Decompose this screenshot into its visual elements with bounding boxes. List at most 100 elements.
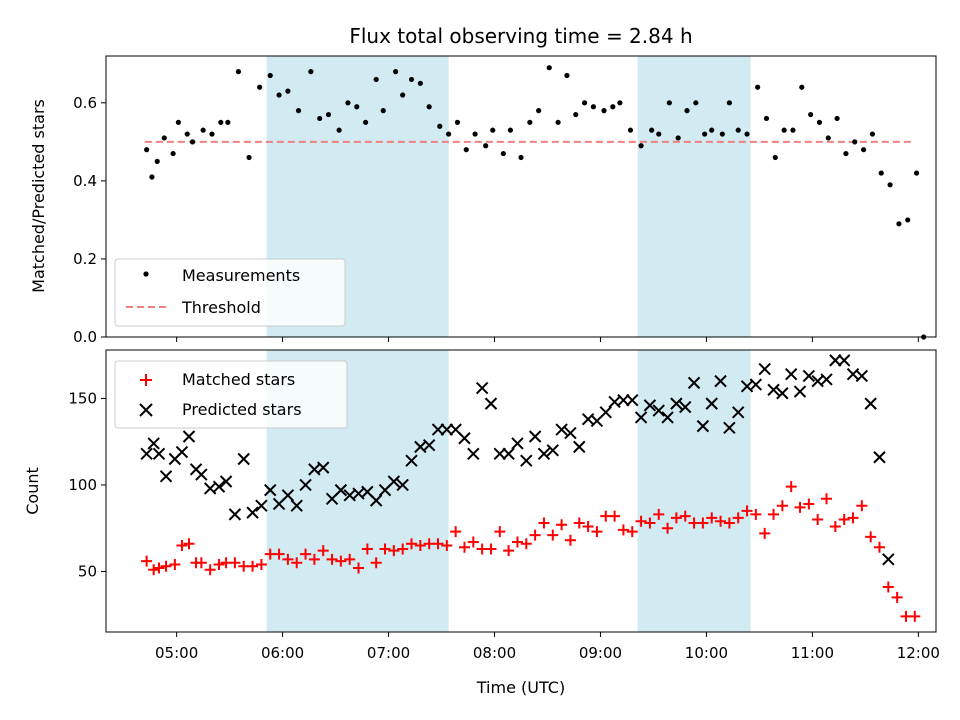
measurement-point bbox=[799, 84, 805, 90]
matched-point bbox=[520, 538, 532, 550]
matched-point bbox=[812, 514, 824, 526]
measurement-point bbox=[834, 115, 840, 122]
measurement-point bbox=[518, 154, 524, 161]
matched-point bbox=[204, 564, 216, 576]
matched-point bbox=[785, 481, 797, 493]
matched-point bbox=[432, 538, 444, 550]
matched-point bbox=[653, 508, 665, 520]
y-tick-label: 0.6 bbox=[73, 94, 97, 112]
predicted-point bbox=[714, 374, 727, 388]
predicted-point bbox=[696, 419, 710, 433]
matched-point bbox=[909, 610, 921, 622]
matched-point bbox=[406, 538, 418, 550]
matched-point bbox=[317, 545, 329, 557]
predicted-point bbox=[405, 454, 418, 467]
measurement-point bbox=[472, 131, 478, 137]
matched-point bbox=[176, 539, 188, 551]
measurement-point bbox=[843, 150, 849, 157]
measurement-point bbox=[285, 88, 291, 94]
predicted-point bbox=[182, 430, 196, 443]
predicted-point bbox=[749, 378, 763, 391]
matched-point bbox=[441, 539, 453, 551]
matched-point bbox=[882, 581, 894, 593]
measurement-point bbox=[373, 76, 379, 83]
measurement-point bbox=[781, 127, 787, 133]
matched-point bbox=[768, 508, 780, 520]
predicted-point bbox=[661, 411, 674, 424]
measurement-point bbox=[546, 65, 552, 71]
predicted-point bbox=[670, 397, 683, 410]
matched-point bbox=[644, 517, 656, 529]
measurement-point bbox=[354, 104, 360, 110]
measurement-point bbox=[209, 131, 215, 137]
x-tick-label: 11:00 bbox=[791, 644, 834, 662]
matched-point bbox=[141, 555, 153, 567]
top-x-ticks bbox=[176, 337, 919, 342]
predicted-point bbox=[555, 423, 568, 436]
measurement-point bbox=[408, 76, 415, 83]
measurement-point bbox=[860, 147, 867, 153]
predicted-point bbox=[195, 468, 208, 481]
measurement-point bbox=[816, 119, 823, 125]
matched-point bbox=[273, 548, 285, 560]
matched-point bbox=[759, 527, 771, 539]
predicted-point bbox=[837, 354, 851, 367]
matched-point bbox=[715, 515, 727, 527]
predicted-point bbox=[820, 373, 833, 386]
predicted-point bbox=[264, 483, 277, 497]
measurement-point bbox=[380, 108, 386, 114]
measurement-point bbox=[693, 100, 699, 106]
measurement-point bbox=[345, 100, 351, 106]
bottom-y-ticks: 50 100 150 bbox=[68, 389, 106, 580]
matched-point bbox=[153, 562, 165, 574]
matched-point bbox=[838, 514, 850, 526]
predicted-point bbox=[776, 387, 789, 400]
measurement-point bbox=[308, 69, 314, 75]
predicted-point bbox=[873, 451, 886, 464]
measurement-point bbox=[393, 69, 399, 75]
legend-matched-label: Matched stars bbox=[182, 370, 295, 389]
measurement-point bbox=[869, 131, 876, 137]
highlight-span bbox=[637, 350, 751, 632]
matched-point bbox=[591, 526, 603, 538]
predicted-point bbox=[431, 423, 445, 436]
measurement-point bbox=[772, 154, 778, 161]
matched-point bbox=[821, 493, 833, 505]
predicted-point bbox=[140, 447, 153, 461]
measurement-point bbox=[555, 119, 561, 125]
predicted-point bbox=[802, 369, 816, 383]
matched-point bbox=[706, 512, 718, 524]
measurement-point bbox=[463, 147, 469, 153]
measurement-point bbox=[610, 104, 616, 110]
matched-point bbox=[450, 526, 462, 538]
matched-point bbox=[662, 522, 674, 534]
predicted-point bbox=[152, 447, 166, 461]
measurement-point bbox=[235, 69, 242, 75]
measurement-point bbox=[336, 127, 342, 133]
predicted-point bbox=[643, 399, 657, 412]
predicted-point bbox=[520, 454, 533, 467]
matched-point bbox=[829, 520, 841, 532]
bottom-legend-box bbox=[114, 360, 348, 429]
predicted-point bbox=[175, 445, 189, 459]
legend-measurements-marker bbox=[143, 271, 149, 277]
predicted-point bbox=[723, 421, 736, 435]
predicted-point bbox=[546, 444, 559, 457]
matched-point bbox=[679, 510, 691, 522]
measurement-point bbox=[656, 131, 662, 137]
matched-point bbox=[458, 541, 470, 553]
predicted-point bbox=[564, 426, 577, 440]
matched-point bbox=[873, 541, 885, 553]
measurement-point bbox=[755, 84, 761, 90]
predicted-point bbox=[634, 411, 648, 424]
matched-point bbox=[388, 545, 400, 557]
matched-point bbox=[609, 510, 621, 522]
measurement-point bbox=[200, 127, 206, 133]
matched-point bbox=[865, 531, 877, 543]
top-y-ticks: 0.0 0.2 0.4 0.6 bbox=[73, 94, 106, 346]
measurement-point bbox=[878, 170, 884, 176]
top-plot-frame bbox=[105, 55, 937, 338]
predicted-point bbox=[147, 437, 160, 450]
matched-point bbox=[511, 536, 523, 548]
